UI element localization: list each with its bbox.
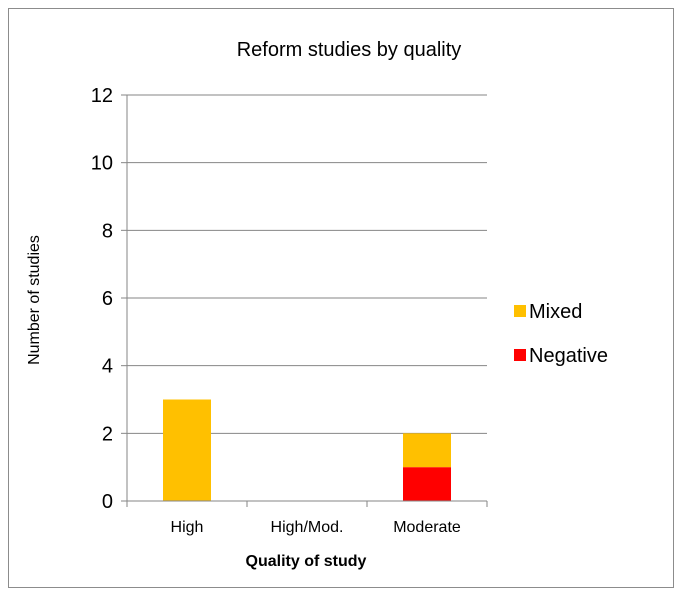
legend-swatch-negative bbox=[514, 349, 526, 361]
legend-label-mixed: Mixed bbox=[529, 301, 582, 323]
x-tick-label: High bbox=[171, 519, 204, 536]
legend-label-negative: Negative bbox=[529, 345, 608, 367]
axes: 0 2 4 6 8 10 12 High High/Mod. Moderate bbox=[91, 85, 488, 536]
y-tick-label: 6 bbox=[102, 288, 113, 310]
legend: Mixed Negative bbox=[514, 301, 608, 367]
x-tick-label: Moderate bbox=[393, 519, 461, 536]
y-tick-label: 2 bbox=[102, 423, 113, 445]
y-tick-label: 0 bbox=[102, 491, 113, 513]
bar-negative-moderate bbox=[403, 467, 451, 501]
y-axis-label: Number of studies bbox=[26, 235, 43, 365]
chart-title: Reform studies by quality bbox=[237, 39, 462, 61]
bars bbox=[163, 399, 451, 501]
legend-swatch-mixed bbox=[514, 305, 526, 317]
x-axis-label: Quality of study bbox=[246, 553, 367, 570]
y-tick-label: 8 bbox=[102, 220, 113, 242]
gridlines bbox=[127, 94, 487, 434]
y-tick-label: 10 bbox=[91, 153, 113, 175]
bar-mixed-high bbox=[163, 399, 211, 501]
y-tick-label: 4 bbox=[102, 356, 113, 378]
x-tick-label: High/Mod. bbox=[271, 519, 344, 536]
bar-mixed-moderate bbox=[403, 433, 451, 468]
y-tick-label: 12 bbox=[91, 85, 113, 107]
